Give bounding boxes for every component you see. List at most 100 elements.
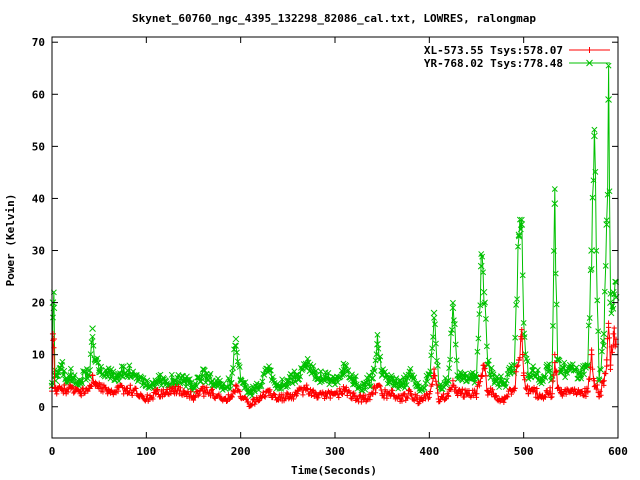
data-point-yr [180, 377, 188, 385]
data-point-xl [86, 385, 93, 392]
data-point-xl [181, 388, 188, 395]
data-point-xl [63, 388, 70, 395]
data-point-yr [322, 374, 329, 382]
data-point-xl [89, 372, 96, 379]
data-point-yr [551, 200, 559, 208]
data-point-yr [152, 377, 160, 385]
data-point-xl [341, 388, 348, 395]
data-point-xl [209, 390, 216, 397]
data-point-xl [237, 393, 244, 400]
data-point-xl [539, 393, 546, 400]
data-point-yr [359, 382, 367, 390]
data-point-yr [124, 366, 131, 374]
y-tick-label: 30 [32, 245, 45, 258]
data-point-yr [341, 366, 348, 374]
y-tick-label: 50 [32, 140, 45, 153]
data-point-xl [591, 377, 598, 384]
data-point-yr [543, 361, 551, 369]
data-point-xl [369, 390, 376, 397]
data-point-xl [511, 385, 518, 392]
data-point-yr [199, 372, 207, 379]
data-point-xl [374, 382, 381, 389]
data-point-yr [89, 325, 96, 332]
data-point-yr [54, 372, 62, 379]
data-point-xl [501, 395, 508, 402]
data-point-xl [256, 395, 263, 402]
data-point-xl [520, 372, 527, 379]
data-point-xl [435, 395, 442, 402]
data-point-yr [463, 372, 471, 379]
data-point-xl [416, 398, 423, 405]
data-point-yr [227, 379, 235, 387]
data-point-yr [256, 382, 263, 390]
data-point-xl [478, 372, 485, 379]
data-point-xl [199, 388, 206, 395]
data-point-yr [303, 361, 311, 369]
data-point-xl [228, 393, 235, 400]
data-point-yr [603, 221, 611, 228]
data-point-yr [539, 377, 546, 385]
data-point-xl [398, 395, 405, 402]
data-point-xl [610, 330, 617, 337]
x-tick-label: 0 [49, 445, 56, 458]
data-point-yr [454, 372, 461, 379]
data-point-xl [525, 390, 532, 397]
data-point-yr [142, 382, 150, 390]
data-point-yr [232, 335, 240, 343]
data-point-xl [171, 388, 178, 395]
data-point-xl [67, 385, 74, 392]
data-point-yr [588, 247, 595, 254]
data-point-yr [161, 377, 169, 385]
data-point-xl [96, 385, 103, 392]
x-tick-label: 500 [514, 445, 534, 458]
data-point-yr [67, 372, 75, 379]
data-point-yr [407, 372, 414, 379]
data-point-yr [425, 372, 433, 379]
data-point-yr [567, 366, 575, 374]
data-point-xl [603, 356, 610, 363]
x-tick-label: 300 [325, 445, 345, 458]
data-point-xl [544, 388, 551, 395]
data-point-yr [449, 304, 457, 312]
data-point-xl [313, 390, 320, 397]
data-point-xl [596, 393, 603, 400]
y-tick-label: 20 [32, 297, 45, 310]
data-point-xl [607, 362, 614, 369]
data-point-xl [77, 390, 84, 397]
data-point-xl [454, 390, 461, 397]
data-point-yr [58, 361, 65, 369]
data-point-xl [115, 388, 122, 395]
data-point-xl [473, 390, 480, 397]
data-point-yr [378, 372, 386, 379]
legend-label-yr: YR-768.02 Tsys:778.48 [424, 57, 563, 70]
data-point-xl [232, 382, 239, 389]
x-tick-label: 400 [419, 445, 439, 458]
data-point-yr [62, 374, 70, 382]
data-point-yr [416, 385, 424, 392]
data-point-yr [265, 366, 273, 374]
data-point-yr [284, 377, 292, 385]
data-point-xl [133, 390, 140, 397]
data-point-xl [600, 377, 607, 384]
data-point-yr [600, 330, 608, 338]
data-point-yr [105, 369, 112, 377]
data-point-yr [374, 340, 381, 348]
data-point-xl [605, 320, 612, 327]
data-point-xl [247, 401, 254, 408]
y-axis-label: Power (Kelvin) [4, 194, 17, 287]
data-point-xl [515, 356, 522, 363]
data-point-xl [53, 388, 60, 395]
data-point-xl [143, 395, 150, 402]
data-point-yr [609, 288, 617, 296]
y-tick-label: 10 [32, 349, 45, 362]
data-point-xl [294, 390, 301, 397]
axes-layer: 0 100 200 300 400 500 600 0 10 20 30 40 50 60 70 [32, 36, 628, 458]
legend-marker-yr [586, 59, 593, 67]
data-point-xl [162, 390, 169, 397]
x-tick-label: 200 [231, 445, 251, 458]
data-point-yr [501, 379, 509, 387]
data-point-xl [484, 388, 491, 395]
x-tick-label: 100 [136, 445, 156, 458]
